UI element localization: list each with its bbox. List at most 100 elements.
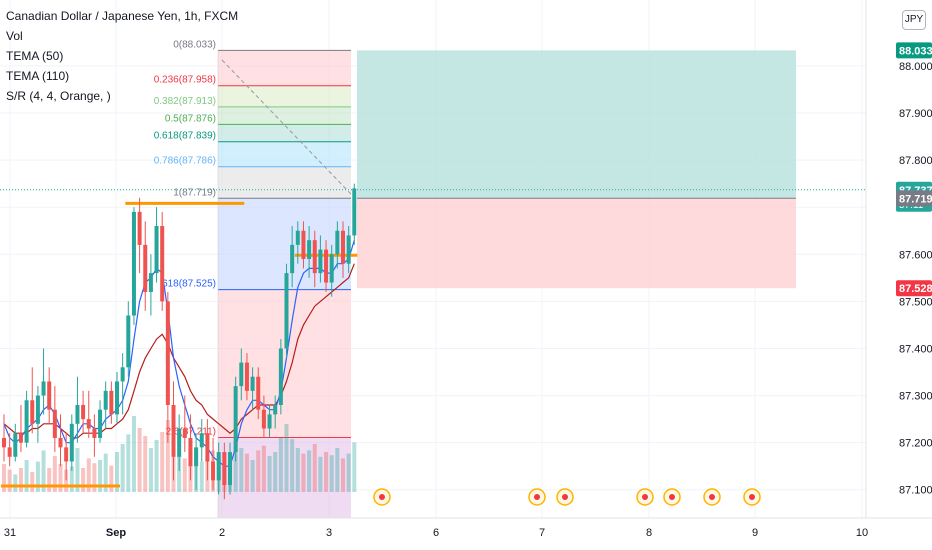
volume-bar [92,463,97,492]
legend-tema-110[interactable]: TEMA (110) [6,69,70,83]
event-marker[interactable] [703,488,721,506]
event-dot [534,494,540,500]
time-tick-label: 6 [433,527,439,539]
volume-bar [13,474,18,492]
candle [211,437,216,490]
candle [188,414,193,481]
candle-body [120,367,125,382]
candle [216,442,221,495]
price-label: 87.528 [899,283,932,295]
candle-body [103,390,108,410]
volume-bar [148,448,153,492]
candle-body [194,447,199,467]
fib-trend-line [221,59,356,199]
candle [35,386,40,443]
volume-bar [143,436,148,492]
candle-body [98,409,103,438]
volume-bar [261,445,266,492]
event-dot [709,494,715,500]
legend-sr[interactable]: S/R (4, 4, Orange, ) [6,89,111,103]
candle [171,381,176,481]
candle [52,386,57,453]
legend-tema-50[interactable]: TEMA (50) [6,49,64,63]
candle [301,221,306,269]
candle [222,442,227,500]
candle-body [273,404,278,415]
volume-bar [75,448,80,492]
tema-50-line [3,240,355,467]
candle-body [52,409,57,438]
candle-body [171,404,176,457]
price-tick-label: 87.300 [899,391,932,403]
candle-body [261,409,266,429]
candle-body [58,437,63,448]
candle [86,390,91,438]
volume-bar [324,452,329,492]
candle-body [295,230,300,245]
candle-body [290,244,295,274]
candle [137,197,142,274]
volume-bar [177,453,182,492]
event-marker[interactable] [663,488,681,506]
candle-body [148,273,153,292]
price-tick-label: 88.000 [899,61,932,73]
candle-body [75,404,80,424]
volume-bar [41,450,46,492]
candle-body [47,381,52,410]
candle [126,301,131,377]
time-tick-label: 3 [326,527,332,539]
candle-body [307,240,312,259]
candle [194,433,199,490]
volume-bar [318,456,323,492]
symbol-title[interactable]: Canadian Dollar / Japanese Yen, 1h, FXCM [6,9,239,23]
candle-body [81,404,86,420]
volume-bar [24,460,29,492]
volume-bar [126,434,131,492]
candle [103,381,108,429]
candle [64,433,69,481]
event-marker[interactable] [743,488,761,506]
currency-button[interactable]: JPY [902,10,926,30]
volume-bar [335,448,340,492]
volume-bar [295,448,300,492]
candle-body [7,447,12,457]
time-tick-label: 31 [4,527,16,539]
candle [312,230,317,288]
volume-bar [109,465,114,492]
candle-body [267,414,272,429]
candle [182,395,187,453]
candle-body [335,230,340,255]
volume-bar [115,452,119,492]
legend-vol[interactable]: Vol [6,29,23,43]
fib-band [218,50,351,86]
event-dot [562,494,568,500]
candle [267,404,272,438]
candle [324,240,329,292]
fib-level-label: 0.618(87.839) [154,131,216,142]
event-marker[interactable] [636,488,654,506]
price-label: 87.719 [899,193,932,205]
event-marker[interactable] [556,488,574,506]
loss-zone [357,198,796,289]
time-tick-label: 9 [752,527,758,539]
price-axis: 87.100 87.200 87.300 87.400 87.500 87.600 87.7… [865,0,932,518]
volume-bar [35,461,40,492]
volume-bar [244,453,249,492]
candle [284,263,289,358]
price-tick-label: 87.500 [899,296,932,308]
candle-body [199,433,204,448]
candle [228,442,232,495]
candle [47,367,52,424]
event-marker[interactable] [373,488,391,506]
candle-body [352,188,357,236]
candle [143,221,148,311]
candle [160,211,165,311]
volume-bar [312,444,317,492]
candle [278,339,283,415]
candle [177,414,182,471]
tema-110-line [3,263,355,439]
event-marker[interactable] [528,488,546,506]
candle [58,414,63,467]
